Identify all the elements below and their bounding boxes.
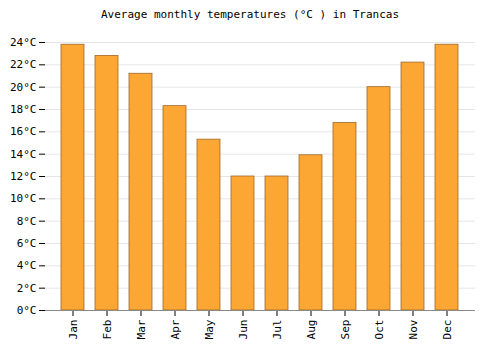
svg-text:Jul: Jul: [271, 320, 284, 340]
svg-text:16°C: 16°C: [10, 125, 37, 138]
svg-text:2°C: 2°C: [17, 282, 37, 295]
svg-text:22°C: 22°C: [10, 58, 37, 71]
svg-text:20°C: 20°C: [10, 81, 37, 94]
svg-text:Feb: Feb: [101, 320, 114, 340]
svg-text:18°C: 18°C: [10, 103, 37, 116]
svg-text:Jun: Jun: [237, 320, 250, 340]
svg-text:0°C: 0°C: [17, 304, 37, 317]
svg-text:24°C: 24°C: [10, 36, 37, 49]
svg-text:Oct: Oct: [373, 320, 386, 340]
svg-text:Nov: Nov: [407, 319, 420, 339]
svg-text:8°C: 8°C: [17, 215, 37, 228]
svg-text:6°C: 6°C: [17, 237, 37, 250]
svg-text:4°C: 4°C: [17, 259, 37, 272]
svg-text:Mar: Mar: [135, 319, 148, 339]
svg-text:Jan: Jan: [67, 320, 80, 340]
html-text:Average monthly temperatures (: Average monthly temperatures (°C ) in Tr…: [101, 8, 399, 21]
svg-text:10°C: 10°C: [10, 192, 37, 205]
svg-text:Apr: Apr: [169, 319, 182, 339]
svg-text:14°C: 14°C: [10, 148, 37, 161]
svg-text:12°C: 12°C: [10, 170, 37, 183]
svg-text:Aug: Aug: [305, 320, 318, 340]
svg-text:Dec: Dec: [441, 320, 454, 340]
svg-text:Sep: Sep: [339, 320, 352, 340]
svg-text:May: May: [203, 319, 216, 339]
